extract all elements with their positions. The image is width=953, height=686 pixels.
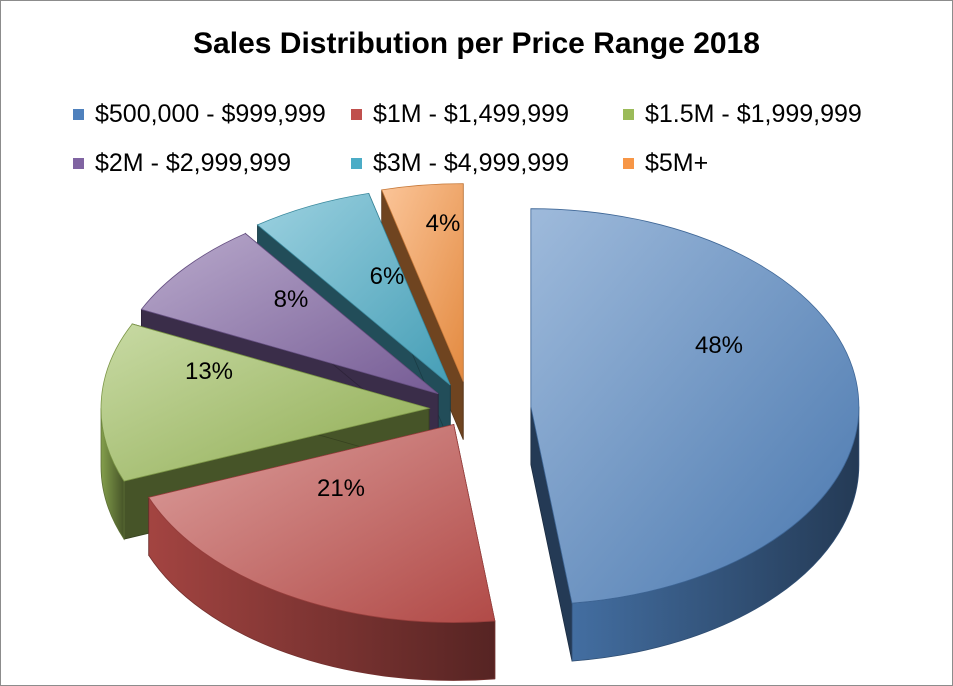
pie-slice-top <box>256 192 451 386</box>
legend-label: $2M - $2,999,999 <box>95 149 291 177</box>
chart-title: Sales Distribution per Price Range 2018 <box>193 27 760 60</box>
pie-slice <box>148 423 496 681</box>
legend-label: $1.5M - $1,999,999 <box>645 100 862 128</box>
legend-label: $1M - $1,499,999 <box>373 100 569 128</box>
legend-swatch <box>623 109 634 120</box>
legend-swatch <box>351 158 362 169</box>
pie-slice-top <box>148 424 496 623</box>
data-label: 13% <box>185 358 233 385</box>
legend-label: $500,000 - $999,999 <box>95 100 326 128</box>
data-label: 6% <box>370 263 405 290</box>
pie-slice-top <box>530 208 860 604</box>
pie-slice-top <box>381 183 464 382</box>
legend-swatch <box>351 109 362 120</box>
data-label: 21% <box>317 475 365 502</box>
pie-slice-top <box>100 323 431 482</box>
legend-swatch <box>73 109 84 120</box>
legend-label: $3M - $4,999,999 <box>373 149 569 177</box>
pie-slice <box>530 208 860 662</box>
legend-swatch <box>73 158 84 169</box>
data-label: 48% <box>695 332 743 359</box>
pie-slice-top <box>140 233 439 395</box>
data-label: 8% <box>274 286 309 313</box>
data-label: 4% <box>426 210 461 237</box>
legend-swatch <box>623 158 634 169</box>
legend-label: $5M+ <box>645 149 709 177</box>
